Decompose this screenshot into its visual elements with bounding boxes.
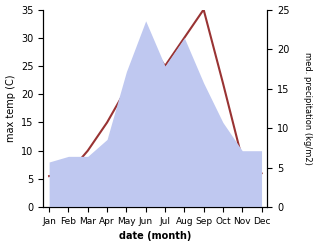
Y-axis label: max temp (C): max temp (C) (5, 75, 16, 142)
X-axis label: date (month): date (month) (119, 231, 191, 242)
Y-axis label: med. precipitation (kg/m2): med. precipitation (kg/m2) (303, 52, 313, 165)
